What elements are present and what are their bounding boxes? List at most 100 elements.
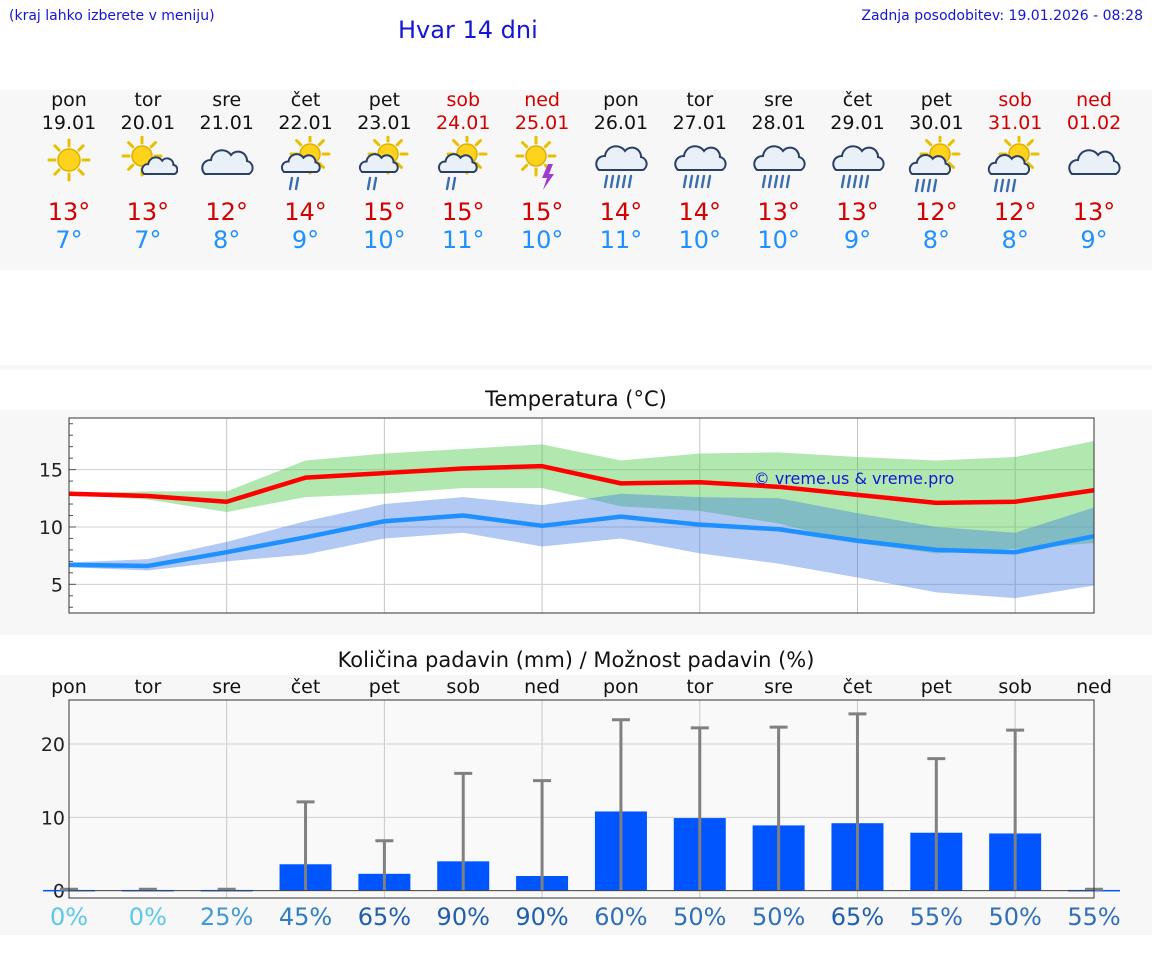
day-date: 25.01	[514, 112, 570, 134]
temperature-chart: 5 10 15 © vreme.us & vreme.pro	[39, 417, 1095, 614]
min-temperature-point	[620, 516, 622, 518]
max-temperature-line	[68, 463, 1095, 506]
y-tick-label: 5	[51, 574, 63, 596]
x-tick-label: čet	[843, 676, 873, 698]
max-temperature-point	[856, 494, 858, 496]
x-tick-label: tor	[686, 676, 713, 698]
max-temperature-point	[1014, 501, 1016, 503]
min-temperature-point	[699, 524, 701, 526]
min-temperature-point	[935, 549, 937, 551]
precipitation-probability: 50%	[673, 903, 726, 931]
sun-cloud-rain-icon	[988, 136, 1040, 193]
day-name: pon	[51, 89, 87, 111]
precipitation-probability: 55%	[1067, 903, 1120, 931]
cloud-rain-icon	[674, 145, 727, 189]
sun-cloud-rain-icon	[909, 136, 961, 193]
cloud-rain-icon	[595, 145, 648, 189]
min-temperature-point	[226, 551, 228, 553]
min-temperature-point	[383, 520, 385, 522]
plot-frame	[68, 699, 1095, 899]
sun-icon	[47, 138, 91, 182]
y-tick-label: 0	[53, 881, 65, 903]
sun-thunder-icon	[515, 136, 557, 190]
cloud-rain-icon	[752, 145, 806, 189]
min-temperature: 9°	[1080, 226, 1108, 254]
max-temperature-band	[69, 440, 1094, 554]
max-temperature: 12°	[915, 198, 958, 226]
precipitation-probability: 50%	[752, 903, 805, 931]
sun-cloud-light-rain-icon	[359, 136, 409, 191]
max-temperature-point	[305, 477, 307, 479]
cloud-icon	[1068, 149, 1121, 175]
day-date: 24.01	[436, 112, 491, 134]
x-tick-label: sre	[212, 676, 241, 698]
max-temperature-point	[462, 467, 464, 469]
max-temperature-point	[226, 501, 228, 503]
min-temperature: 7°	[55, 226, 83, 254]
max-temperature: 14°	[599, 198, 643, 226]
precipitation-probability: 65%	[358, 903, 411, 931]
plot-area	[69, 418, 1094, 613]
day-name: čet	[842, 89, 873, 111]
day-name: pon	[603, 89, 639, 111]
min-temperature-point	[778, 528, 780, 530]
min-temperature-point	[147, 565, 149, 567]
sun-small-cloud-icon	[121, 136, 178, 177]
max-temperature-point	[383, 472, 385, 474]
precipitation-probability: 25%	[200, 903, 253, 931]
y-tick-label: 20	[41, 734, 65, 756]
x-tick-label: tor	[134, 676, 161, 698]
precipitation-probability: 45%	[279, 903, 332, 931]
forecast-strip-background	[0, 90, 1152, 270]
day-date: 27.01	[672, 112, 727, 134]
x-tick-label: pon	[603, 676, 639, 698]
day-date: 31.01	[987, 112, 1043, 134]
y-tick-label: 15	[39, 460, 63, 482]
max-temperature: 15°	[363, 198, 406, 226]
precipitation-probability: 65%	[831, 903, 884, 931]
x-tick-label: pet	[921, 676, 952, 698]
x-tick-label: ned	[524, 676, 560, 698]
day-date: 21.01	[199, 112, 254, 134]
day-name: pet	[368, 89, 400, 111]
precipitation-probability: 50%	[988, 903, 1041, 931]
min-temperature-line	[68, 513, 1095, 569]
day-name: čet	[290, 89, 321, 111]
day-name: tor	[134, 89, 162, 111]
min-temperature-point	[305, 536, 307, 538]
min-temperature: 10°	[363, 226, 406, 254]
day-name: sre	[764, 89, 794, 111]
day-date: 23.01	[357, 112, 412, 134]
x-tick-label: pet	[369, 676, 400, 698]
max-temperature: 13°	[47, 198, 91, 226]
divider	[0, 365, 1152, 370]
last-updated: Zadnja posodobitev: 19.01.2026 - 08:28	[861, 8, 1143, 24]
min-temperature: 7°	[134, 226, 162, 254]
x-tick-label: ned	[1076, 676, 1112, 698]
y-tick-label: 10	[41, 807, 65, 829]
precipitation-probability: 0%	[129, 903, 167, 931]
location-menu-hint: (kraj lahko izberete v meniju)	[9, 8, 215, 24]
cloud-rain-icon	[831, 145, 885, 189]
max-temperature-point	[699, 481, 701, 483]
min-temperature: 9°	[843, 226, 872, 254]
max-temperature-point	[935, 502, 937, 504]
day-date: 19.01	[41, 112, 97, 134]
max-temperature-point	[620, 482, 622, 484]
min-temperature-point	[541, 525, 543, 527]
min-temperature-point	[1014, 551, 1016, 553]
max-temperature: 12°	[205, 198, 248, 226]
min-temperature-band	[69, 493, 1094, 599]
day-name: sre	[212, 89, 242, 111]
min-temperature: 8°	[213, 226, 241, 254]
page-title: Hvar 14 dni	[398, 16, 538, 44]
precipitation-probability: 90%	[515, 903, 568, 931]
precipitation-probability: 60%	[594, 903, 647, 931]
day-date: 28.01	[751, 112, 806, 134]
x-tick-label: sre	[764, 676, 793, 698]
precipitation-probability: 55%	[910, 903, 963, 931]
precipitation-probability: 90%	[437, 903, 490, 931]
x-tick-label: pon	[51, 676, 87, 698]
min-temperature: 8°	[922, 226, 950, 254]
day-name: ned	[524, 89, 560, 111]
